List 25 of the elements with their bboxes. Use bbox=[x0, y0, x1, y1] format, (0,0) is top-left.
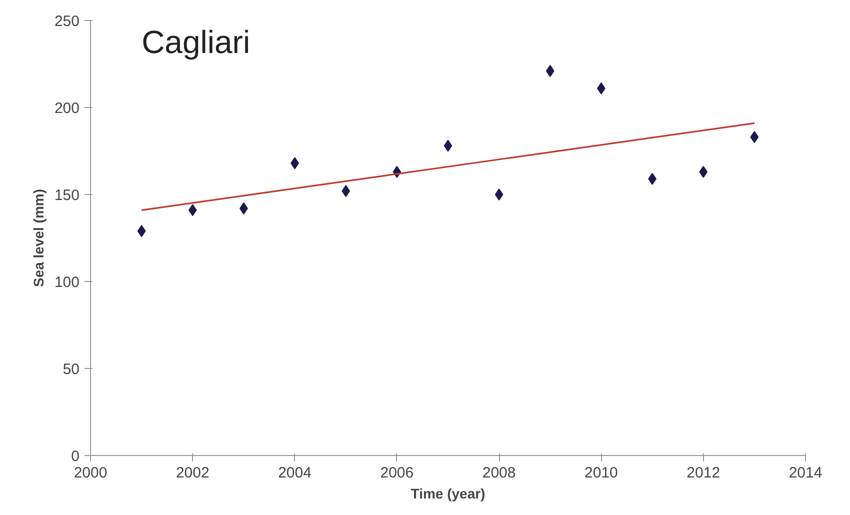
x-tick-label: 2000 bbox=[74, 464, 108, 482]
x-tick-label: 2008 bbox=[482, 464, 516, 482]
point bbox=[342, 185, 350, 198]
x-axis-title: Time (year) bbox=[410, 486, 486, 502]
x-tick-label: 2004 bbox=[278, 464, 312, 482]
x-tick-label: 2002 bbox=[176, 464, 210, 482]
point bbox=[188, 204, 197, 216]
y-axis-title: Sea level (mm) bbox=[30, 188, 46, 288]
x-tick-label: 2012 bbox=[686, 464, 720, 482]
y-tick-label: 50 bbox=[62, 361, 80, 378]
y-tick-label: 250 bbox=[54, 13, 80, 30]
point bbox=[750, 131, 759, 144]
point bbox=[699, 166, 708, 178]
y-tick-label: 200 bbox=[54, 100, 80, 117]
chart-title: Cagliari bbox=[142, 24, 250, 60]
y-tick-label: 150 bbox=[54, 187, 80, 204]
point bbox=[546, 64, 554, 77]
x-tick-label: 2014 bbox=[788, 464, 822, 482]
x-tick-label: 2006 bbox=[380, 464, 414, 482]
point bbox=[444, 140, 452, 152]
y-tick-label: 0 bbox=[71, 448, 80, 465]
point bbox=[137, 225, 146, 238]
x-tick-label: 2010 bbox=[584, 464, 618, 482]
point bbox=[494, 188, 504, 200]
y-tick-label: 100 bbox=[54, 274, 80, 291]
